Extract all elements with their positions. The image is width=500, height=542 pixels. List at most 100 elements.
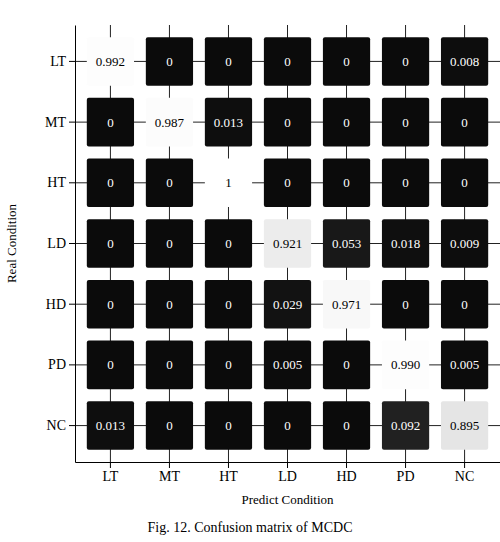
heatmap-cell [441, 401, 488, 450]
tick: NC [455, 462, 474, 484]
data-label: 0.005 [273, 357, 302, 372]
tick: LT [50, 54, 75, 69]
heatmap-cell [264, 98, 311, 147]
heatmap-cell [87, 341, 134, 390]
heatmap-cell [146, 219, 193, 268]
data-label: 0 [166, 357, 173, 372]
tick: LD [47, 236, 75, 251]
tick-label: NC [455, 469, 474, 484]
data-label: 0.992 [96, 54, 125, 69]
data-label: 0 [107, 297, 114, 312]
tick-label: LD [47, 236, 66, 251]
heatmap-cell [205, 341, 252, 390]
tick-mark [228, 462, 229, 468]
x-axis-title: Predict Condition [241, 492, 334, 507]
data-label: 0.009 [450, 236, 479, 251]
data-label: 0 [402, 54, 409, 69]
data-label: 0 [461, 297, 468, 312]
data-label: 0 [225, 418, 232, 433]
tick: HT [219, 462, 238, 484]
tick-mark [346, 462, 347, 468]
tick: HT [47, 175, 75, 190]
heatmap-cell [205, 37, 252, 86]
data-label: 0 [166, 236, 173, 251]
tick: PD [48, 357, 75, 372]
tick-mark [69, 182, 75, 183]
tick-label: MT [159, 469, 180, 484]
data-label: 0 [402, 175, 409, 190]
tick-label: LT [103, 469, 119, 484]
heatmap-cell [205, 159, 252, 208]
data-label: 0 [107, 357, 114, 372]
heatmap-cell [264, 37, 311, 86]
tick-mark [464, 462, 465, 468]
heatmap-cell [441, 219, 488, 268]
data-label: 0 [107, 175, 114, 190]
heatmap-cell [146, 37, 193, 86]
tick: PD [397, 462, 415, 484]
heatmap-cell [441, 98, 488, 147]
heatmap-cell [87, 159, 134, 208]
data-label: 1 [225, 175, 232, 190]
tick: LT [103, 462, 119, 484]
data-label: 0.895 [450, 418, 479, 433]
tick-label: NC [47, 418, 66, 433]
heatmap-cell [87, 98, 134, 147]
tick-mark [69, 364, 75, 365]
heatmap-cell [264, 401, 311, 450]
heatmap-cell [382, 159, 429, 208]
data-label: 0.971 [332, 297, 361, 312]
heatmap-cell [87, 280, 134, 329]
heatmap-cell [205, 98, 252, 147]
tick-label: HD [46, 297, 66, 312]
data-label: 0.008 [450, 54, 479, 69]
heatmap-cell [146, 98, 193, 147]
data-labels: 0.992000000.00800.9870.01300000010000000… [96, 54, 479, 433]
tick: MT [45, 115, 75, 130]
heatmap-cell [205, 401, 252, 450]
data-label: 0.987 [155, 115, 185, 130]
heatmap-cell [441, 341, 488, 390]
heatmap-cell [382, 219, 429, 268]
heatmap-cell [146, 159, 193, 208]
data-label: 0 [461, 115, 468, 130]
heatmap-cell [323, 280, 370, 329]
heatmap-cell [87, 401, 134, 450]
tick: NC [47, 418, 75, 433]
heatmap-cell [323, 159, 370, 208]
tick-mark [405, 462, 406, 468]
tick-label: MT [45, 115, 66, 130]
heatmap-cell [382, 401, 429, 450]
tick-mark [69, 61, 75, 62]
data-label: 0 [343, 418, 350, 433]
data-label: 0 [107, 115, 114, 130]
tick-mark [69, 304, 75, 305]
heatmap-cell [87, 37, 134, 86]
data-label: 0 [166, 175, 173, 190]
data-label: 0.990 [391, 357, 420, 372]
title: Fig. 12. Confusion matrix of MCDC [148, 520, 353, 535]
tick-label: HD [336, 469, 356, 484]
data-label: 0 [284, 175, 291, 190]
data-label: 0 [461, 175, 468, 190]
heatmap-cell [323, 37, 370, 86]
data-label: 0.092 [391, 418, 420, 433]
tick-mark [287, 462, 288, 468]
data-label: 0.053 [332, 236, 361, 251]
heatmap-cell [205, 280, 252, 329]
data-label: 0.029 [273, 297, 302, 312]
data-label: 0 [343, 357, 350, 372]
heatmap-cell [323, 341, 370, 390]
heatmap-cell [382, 341, 429, 390]
data-label: 0 [284, 54, 291, 69]
grid [75, 25, 500, 462]
tick-label: LD [278, 469, 297, 484]
heatmap-cell [205, 219, 252, 268]
heatmap-cell [264, 219, 311, 268]
data-label: 0 [402, 297, 409, 312]
data-label: 0 [225, 236, 232, 251]
heatmap-cell [146, 401, 193, 450]
heatmap-cell [441, 280, 488, 329]
heatmap-cell [264, 341, 311, 390]
data-label: 0 [343, 115, 350, 130]
